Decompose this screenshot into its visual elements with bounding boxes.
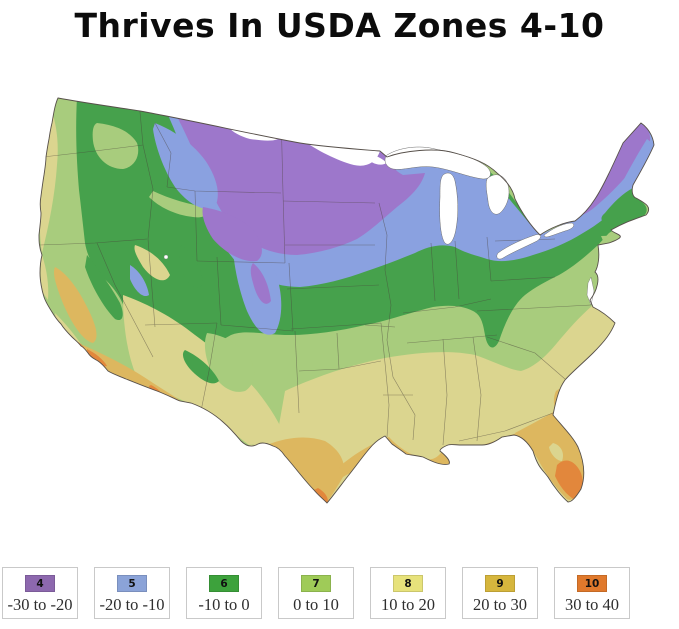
great-lakes	[163, 146, 595, 306]
page-title: Thrives In USDA Zones 4-10	[74, 5, 605, 45]
zone-6-swatch: 6	[209, 575, 239, 592]
zone-7-number: 7	[312, 577, 320, 590]
usda-zone-map	[35, 95, 665, 555]
usa-map-svg	[38, 97, 655, 504]
lake-michigan	[439, 172, 459, 245]
lake-superior	[384, 146, 491, 180]
zone-6-new-england	[601, 188, 638, 223]
legend-item-zone-4: 4 -30 to -20	[2, 567, 78, 619]
legend-item-zone-10: 10 30 to 40	[554, 567, 630, 619]
zone-4-region	[143, 105, 425, 255]
zone-7-long-island	[601, 235, 631, 243]
zone-5-range: -20 to -10	[99, 595, 165, 614]
zone-8-range: 10 to 20	[380, 595, 436, 614]
zone-4-rockies-patches	[202, 207, 271, 304]
zone-4-number: 4	[36, 577, 44, 590]
lake-erie	[496, 234, 541, 260]
zone-9-range: 20 to 30	[472, 595, 528, 614]
zone-7-swatch: 7	[301, 575, 331, 592]
zone-6-number: 6	[220, 577, 228, 590]
zone-6-mountain-patches	[85, 245, 219, 384]
legend-item-zone-9: 9 20 to 30	[462, 567, 538, 619]
zone-10-range: 30 to 40	[564, 595, 620, 614]
state-borders	[39, 100, 592, 446]
legend-item-zone-5: 5 -20 to -10	[94, 567, 170, 619]
zone-10-number: 10	[584, 577, 600, 590]
lake-huron	[485, 174, 510, 215]
chesapeake-bay	[586, 276, 595, 306]
legend-item-zone-7: 7 0 to 10	[278, 567, 354, 619]
zone-7-range: 0 to 10	[293, 595, 339, 614]
zone-legend: 4 -30 to -20 5 -20 to -10 6 -10 to 0 7 0…	[2, 567, 630, 619]
zone-4-swatch: 4	[25, 575, 55, 592]
zone-5-maine-coast	[620, 139, 654, 193]
great-salt-lake	[163, 254, 169, 260]
zone-9-swatch: 9	[485, 575, 515, 592]
zone-7-west-patches	[92, 123, 255, 392]
lake-ontario	[543, 222, 574, 238]
legend-item-zone-6: 6 -10 to 0	[186, 567, 262, 619]
zone-9-number: 9	[496, 577, 504, 590]
zone-8-number: 8	[404, 577, 412, 590]
zone-5-number: 5	[128, 577, 136, 590]
zone-6-range: -10 to 0	[198, 595, 250, 614]
legend-item-zone-8: 8 10 to 20	[370, 567, 446, 619]
zone-8-florida-patch	[549, 443, 563, 461]
zone-4-range: -30 to -20	[7, 595, 73, 614]
zone-5-swatch: 5	[117, 575, 147, 592]
zone-10-swatch: 10	[577, 575, 607, 592]
zone-8-swatch: 8	[393, 575, 423, 592]
